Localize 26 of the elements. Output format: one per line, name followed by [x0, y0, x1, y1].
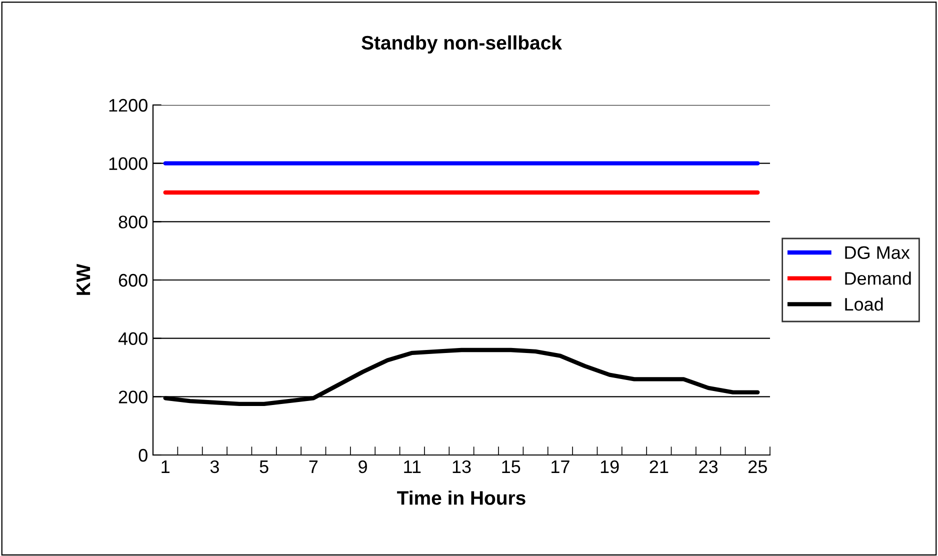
x-tick-label: 21 [650, 460, 668, 473]
x-axis-title: Time in Hours [397, 490, 526, 505]
legend-label: DG Max [845, 246, 910, 259]
x-tick-label: 25 [748, 460, 767, 474]
y-tick-label: 400 [118, 332, 148, 346]
y-tick-label: 1000 [109, 157, 148, 170]
y-tick-label: 200 [118, 390, 148, 404]
chart-title: Standby non-sellback [362, 35, 562, 54]
y-tick-label: 600 [118, 274, 148, 287]
x-tick-label: 15 [502, 460, 520, 474]
x-tick-label: 23 [699, 460, 718, 474]
y-tick-label: 1200 [109, 98, 148, 112]
x-tick-label: 3 [210, 460, 219, 474]
y-axis-title: KW [76, 264, 90, 295]
y-tick-label: 800 [118, 216, 148, 228]
legend-label: Demand [845, 272, 911, 285]
x-tick-label: 13 [452, 460, 471, 474]
x-tick-label: 1 [162, 460, 170, 473]
x-tick-label: 7 [309, 460, 318, 473]
x-tick-label: 17 [552, 460, 570, 473]
x-tick-label: 11 [404, 460, 421, 473]
x-tick-label: 5 [260, 460, 268, 474]
x-tick-label: 9 [358, 460, 367, 474]
legend-label: Load [845, 297, 883, 311]
x-tick-label: 19 [600, 460, 619, 474]
y-tick-label: 0 [138, 448, 148, 462]
